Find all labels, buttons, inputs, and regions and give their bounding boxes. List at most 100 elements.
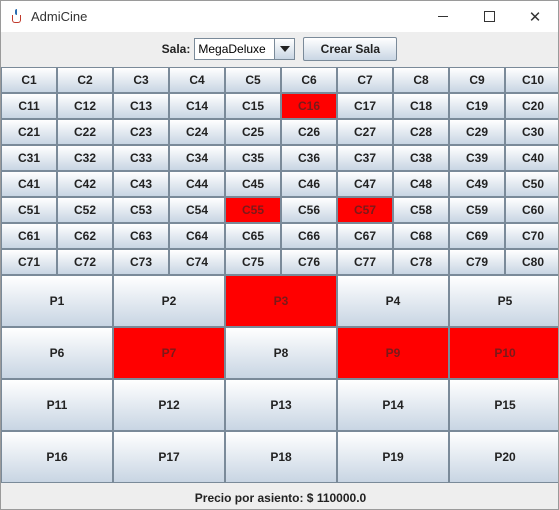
seat-button-c70[interactable]: C70	[505, 223, 558, 249]
seat-button-c14[interactable]: C14	[169, 93, 225, 119]
seat-button-c38[interactable]: C38	[393, 145, 449, 171]
seat-button-c59[interactable]: C59	[449, 197, 505, 223]
seat-button-c4[interactable]: C4	[169, 67, 225, 93]
seat-button-c34[interactable]: C34	[169, 145, 225, 171]
seat-button-c28[interactable]: C28	[393, 119, 449, 145]
minimize-button[interactable]	[420, 1, 466, 32]
seat-button-c37[interactable]: C37	[337, 145, 393, 171]
seat-button-c49[interactable]: C49	[449, 171, 505, 197]
seat-button-c46[interactable]: C46	[281, 171, 337, 197]
seat-button-c64[interactable]: C64	[169, 223, 225, 249]
seat-button-c29[interactable]: C29	[449, 119, 505, 145]
seat-button-p4[interactable]: P4	[337, 275, 449, 327]
seat-button-c42[interactable]: C42	[57, 171, 113, 197]
seat-button-c75[interactable]: C75	[225, 249, 281, 275]
seat-button-p19[interactable]: P19	[337, 431, 449, 483]
seat-button-c71[interactable]: C71	[1, 249, 57, 275]
seat-button-c18[interactable]: C18	[393, 93, 449, 119]
seat-button-c79[interactable]: C79	[449, 249, 505, 275]
seat-button-c20[interactable]: C20	[505, 93, 558, 119]
seat-button-c44[interactable]: C44	[169, 171, 225, 197]
seat-button-c74[interactable]: C74	[169, 249, 225, 275]
seat-button-c52[interactable]: C52	[57, 197, 113, 223]
seat-button-p17[interactable]: P17	[113, 431, 225, 483]
maximize-button[interactable]	[466, 1, 512, 32]
seat-button-p12[interactable]: P12	[113, 379, 225, 431]
seat-button-c56[interactable]: C56	[281, 197, 337, 223]
seat-button-c43[interactable]: C43	[113, 171, 169, 197]
seat-button-c19[interactable]: C19	[449, 93, 505, 119]
seat-button-c73[interactable]: C73	[113, 249, 169, 275]
seat-button-c57[interactable]: C57	[337, 197, 393, 223]
seat-button-c26[interactable]: C26	[281, 119, 337, 145]
seat-button-c35[interactable]: C35	[225, 145, 281, 171]
seat-button-c6[interactable]: C6	[281, 67, 337, 93]
seat-button-c41[interactable]: C41	[1, 171, 57, 197]
seat-button-c3[interactable]: C3	[113, 67, 169, 93]
seat-button-p5[interactable]: P5	[449, 275, 558, 327]
seat-button-c77[interactable]: C77	[337, 249, 393, 275]
seat-button-c51[interactable]: C51	[1, 197, 57, 223]
seat-button-c32[interactable]: C32	[57, 145, 113, 171]
seat-button-c36[interactable]: C36	[281, 145, 337, 171]
seat-button-c40[interactable]: C40	[505, 145, 558, 171]
seat-button-c58[interactable]: C58	[393, 197, 449, 223]
seat-button-c8[interactable]: C8	[393, 67, 449, 93]
seat-button-c61[interactable]: C61	[1, 223, 57, 249]
seat-button-p7[interactable]: P7	[113, 327, 225, 379]
seat-button-c5[interactable]: C5	[225, 67, 281, 93]
seat-button-c7[interactable]: C7	[337, 67, 393, 93]
seat-button-p10[interactable]: P10	[449, 327, 558, 379]
seat-button-c68[interactable]: C68	[393, 223, 449, 249]
sala-select[interactable]: MegaDeluxe	[194, 38, 296, 60]
seat-button-c45[interactable]: C45	[225, 171, 281, 197]
close-button[interactable]: ✕	[512, 1, 558, 32]
seat-button-c78[interactable]: C78	[393, 249, 449, 275]
seat-button-c12[interactable]: C12	[57, 93, 113, 119]
seat-button-p16[interactable]: P16	[1, 431, 113, 483]
seat-button-c16[interactable]: C16	[281, 93, 337, 119]
seat-button-c13[interactable]: C13	[113, 93, 169, 119]
seat-button-c69[interactable]: C69	[449, 223, 505, 249]
seat-button-c67[interactable]: C67	[337, 223, 393, 249]
seat-button-p3[interactable]: P3	[225, 275, 337, 327]
seat-button-c65[interactable]: C65	[225, 223, 281, 249]
dropdown-arrow-button[interactable]	[274, 39, 295, 59]
seat-button-c10[interactable]: C10	[505, 67, 558, 93]
seat-button-c11[interactable]: C11	[1, 93, 57, 119]
seat-button-p15[interactable]: P15	[449, 379, 558, 431]
seat-button-c17[interactable]: C17	[337, 93, 393, 119]
seat-button-c23[interactable]: C23	[113, 119, 169, 145]
seat-button-p18[interactable]: P18	[225, 431, 337, 483]
seat-button-c66[interactable]: C66	[281, 223, 337, 249]
seat-button-c24[interactable]: C24	[169, 119, 225, 145]
seat-button-c30[interactable]: C30	[505, 119, 558, 145]
seat-button-c39[interactable]: C39	[449, 145, 505, 171]
seat-button-c62[interactable]: C62	[57, 223, 113, 249]
seat-button-c25[interactable]: C25	[225, 119, 281, 145]
seat-button-c47[interactable]: C47	[337, 171, 393, 197]
seat-button-c31[interactable]: C31	[1, 145, 57, 171]
seat-button-c9[interactable]: C9	[449, 67, 505, 93]
seat-button-p8[interactable]: P8	[225, 327, 337, 379]
seat-button-c50[interactable]: C50	[505, 171, 558, 197]
seat-button-p1[interactable]: P1	[1, 275, 113, 327]
seat-button-c53[interactable]: C53	[113, 197, 169, 223]
seat-button-p11[interactable]: P11	[1, 379, 113, 431]
seat-button-c60[interactable]: C60	[505, 197, 558, 223]
seat-button-c15[interactable]: C15	[225, 93, 281, 119]
seat-button-c80[interactable]: C80	[505, 249, 558, 275]
seat-button-p2[interactable]: P2	[113, 275, 225, 327]
seat-button-c33[interactable]: C33	[113, 145, 169, 171]
seat-button-c72[interactable]: C72	[57, 249, 113, 275]
seat-button-p9[interactable]: P9	[337, 327, 449, 379]
seat-button-c22[interactable]: C22	[57, 119, 113, 145]
seat-button-p20[interactable]: P20	[449, 431, 558, 483]
seat-button-p13[interactable]: P13	[225, 379, 337, 431]
seat-button-c55[interactable]: C55	[225, 197, 281, 223]
seat-button-c54[interactable]: C54	[169, 197, 225, 223]
seat-button-c48[interactable]: C48	[393, 171, 449, 197]
crear-sala-button[interactable]: Crear Sala	[303, 37, 398, 61]
seat-button-c76[interactable]: C76	[281, 249, 337, 275]
seat-button-p6[interactable]: P6	[1, 327, 113, 379]
